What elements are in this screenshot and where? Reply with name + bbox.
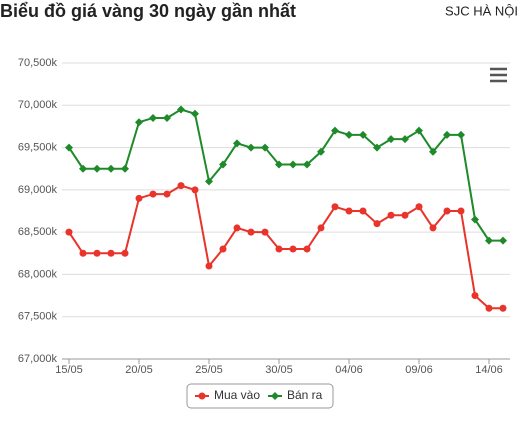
point bbox=[191, 186, 199, 194]
point bbox=[107, 164, 115, 173]
point bbox=[93, 249, 101, 257]
legend-marker bbox=[271, 392, 279, 400]
point bbox=[345, 207, 353, 215]
point bbox=[485, 236, 493, 245]
point bbox=[429, 147, 437, 156]
point bbox=[121, 164, 129, 173]
point bbox=[107, 249, 115, 257]
point bbox=[485, 304, 493, 312]
x-tick-label: 09/06 bbox=[405, 364, 433, 376]
x-tick-label: 15/05 bbox=[55, 364, 83, 376]
point bbox=[499, 304, 507, 312]
point bbox=[303, 160, 311, 169]
point bbox=[135, 194, 143, 202]
y-tick-label: 70,000k bbox=[18, 99, 58, 111]
legend-label: Bán ra bbox=[287, 388, 323, 402]
point bbox=[387, 211, 395, 219]
y-tick-label: 70,500k bbox=[18, 57, 58, 69]
y-tick-label: 68,500k bbox=[18, 226, 58, 238]
point bbox=[233, 139, 241, 148]
point bbox=[177, 182, 185, 190]
point bbox=[219, 160, 227, 169]
point bbox=[401, 135, 409, 144]
point bbox=[65, 228, 73, 236]
point bbox=[317, 224, 325, 232]
point bbox=[247, 143, 255, 152]
point bbox=[401, 211, 409, 219]
legend-label: Mua vào bbox=[214, 388, 260, 402]
point bbox=[289, 160, 297, 169]
point bbox=[275, 160, 283, 169]
x-tick-label: 14/06 bbox=[475, 364, 503, 376]
point bbox=[457, 207, 465, 215]
point bbox=[499, 236, 507, 245]
point bbox=[205, 262, 213, 270]
point bbox=[415, 203, 423, 211]
x-tick-label: 04/06 bbox=[335, 364, 363, 376]
point bbox=[163, 113, 171, 122]
point bbox=[373, 220, 381, 228]
point bbox=[443, 130, 451, 139]
series-line bbox=[68, 184, 503, 310]
point bbox=[205, 177, 213, 186]
y-tick-label: 69,000k bbox=[18, 184, 58, 196]
point bbox=[247, 228, 255, 236]
point bbox=[261, 143, 269, 152]
x-tick-label: 30/05 bbox=[265, 364, 293, 376]
x-tick-label: 25/05 bbox=[195, 364, 223, 376]
point bbox=[317, 147, 325, 156]
x-tick-label: 20/05 bbox=[125, 364, 153, 376]
point bbox=[303, 245, 311, 253]
chart-subtitle: SJC HÀ NỘI bbox=[445, 3, 518, 18]
point bbox=[471, 292, 479, 300]
chart-title: Biểu đồ giá vàng 30 ngày gần nhất bbox=[0, 1, 296, 21]
point bbox=[149, 190, 157, 198]
point bbox=[331, 126, 339, 135]
point bbox=[149, 113, 157, 122]
point bbox=[65, 143, 73, 152]
point bbox=[79, 164, 87, 173]
point bbox=[373, 143, 381, 152]
point bbox=[233, 224, 241, 232]
point bbox=[79, 249, 87, 257]
legend-marker bbox=[198, 392, 206, 400]
point bbox=[359, 130, 367, 139]
point bbox=[219, 245, 227, 253]
point bbox=[289, 245, 297, 253]
point bbox=[177, 105, 185, 114]
point bbox=[443, 207, 451, 215]
point bbox=[93, 164, 101, 173]
point bbox=[359, 207, 367, 215]
point bbox=[191, 109, 199, 118]
y-tick-label: 67,500k bbox=[18, 311, 58, 323]
point bbox=[471, 215, 479, 224]
point bbox=[135, 118, 143, 127]
y-tick-label: 69,500k bbox=[18, 141, 58, 153]
y-tick-label: 68,000k bbox=[18, 268, 58, 280]
menu-icon[interactable] bbox=[490, 67, 507, 83]
y-tick-label: 67,000k bbox=[18, 353, 58, 365]
point bbox=[275, 245, 283, 253]
point bbox=[345, 130, 353, 139]
point bbox=[163, 190, 171, 198]
point bbox=[415, 126, 423, 135]
point bbox=[457, 130, 465, 139]
point bbox=[331, 203, 339, 211]
point bbox=[121, 249, 129, 257]
point bbox=[387, 135, 395, 144]
point bbox=[261, 228, 269, 236]
legend-box bbox=[186, 383, 334, 409]
point bbox=[429, 224, 437, 232]
